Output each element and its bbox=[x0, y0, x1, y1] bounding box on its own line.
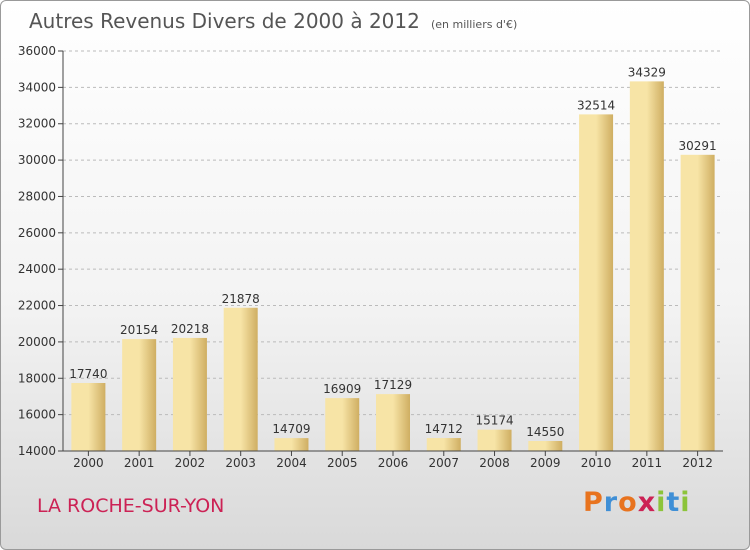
bar-value-label: 21878 bbox=[222, 292, 260, 306]
place-name: LA ROCHE-SUR-YON bbox=[37, 495, 225, 517]
bar-value-label: 34329 bbox=[628, 65, 666, 79]
brand-letter: x bbox=[637, 487, 657, 518]
bar-value-label: 15174 bbox=[475, 414, 513, 428]
y-tick-label: 32000 bbox=[18, 117, 56, 131]
bar-value-label: 14712 bbox=[425, 422, 463, 436]
bar bbox=[528, 441, 563, 451]
bar-value-label: 30291 bbox=[679, 139, 717, 153]
x-tick-label: 2005 bbox=[327, 456, 358, 470]
x-tick-label: 2010 bbox=[581, 456, 612, 470]
y-tick-label: 28000 bbox=[18, 189, 56, 203]
y-tick-label: 16000 bbox=[18, 408, 56, 422]
x-tick-label: 2006 bbox=[378, 456, 409, 470]
chart-title: Autres Revenus Divers de 2000 à 2012 bbox=[29, 9, 420, 33]
bar bbox=[426, 438, 461, 451]
x-tick-label: 2008 bbox=[479, 456, 510, 470]
bar bbox=[71, 383, 106, 451]
bar-value-label: 14709 bbox=[272, 422, 310, 436]
brand-letter: r bbox=[603, 487, 619, 518]
bar bbox=[629, 81, 664, 451]
y-tick-label: 34000 bbox=[18, 80, 56, 94]
bar-value-label: 16909 bbox=[323, 382, 361, 396]
x-tick-label: 2002 bbox=[175, 456, 206, 470]
chart-subtitle: (en milliers d'€) bbox=[430, 18, 518, 31]
x-tick-label: 2011 bbox=[632, 456, 663, 470]
bar bbox=[477, 429, 512, 451]
y-tick-label: 30000 bbox=[18, 153, 56, 167]
brand-letter: t bbox=[666, 487, 681, 518]
bar-value-label: 20154 bbox=[120, 323, 158, 337]
y-tick-label: 18000 bbox=[18, 371, 56, 385]
brand-letter: o bbox=[618, 487, 638, 518]
bar bbox=[274, 438, 309, 451]
y-tick-label: 36000 bbox=[18, 44, 56, 58]
brand-letter: i bbox=[680, 487, 691, 518]
bar bbox=[172, 337, 207, 451]
y-tick-label: 14000 bbox=[18, 444, 56, 458]
y-tick-label: 22000 bbox=[18, 299, 56, 313]
x-tick-label: 2004 bbox=[276, 456, 307, 470]
bar bbox=[579, 114, 614, 451]
y-tick-label: 26000 bbox=[18, 226, 56, 240]
chart-title-block: Autres Revenus Divers de 2000 à 2012 (en… bbox=[29, 9, 517, 33]
x-tick-label: 2003 bbox=[225, 456, 256, 470]
x-tick-label: 2007 bbox=[428, 456, 459, 470]
y-tick-label: 24000 bbox=[18, 262, 56, 276]
bar bbox=[376, 394, 410, 451]
bars bbox=[71, 81, 715, 452]
bar bbox=[122, 339, 157, 451]
x-tick-label: 2012 bbox=[682, 456, 713, 470]
x-tick-label: 2000 bbox=[73, 456, 104, 470]
bar-value-label: 17129 bbox=[374, 378, 412, 392]
y-tick-label: 20000 bbox=[18, 335, 56, 349]
bar-value-label: 14550 bbox=[526, 425, 564, 439]
x-tick-label: 2009 bbox=[530, 456, 561, 470]
grid-lines bbox=[63, 50, 723, 416]
bar bbox=[325, 398, 360, 451]
proxiti-logo[interactable]: Proxiti bbox=[583, 487, 691, 518]
bar bbox=[680, 154, 715, 452]
bar-value-label: 17740 bbox=[69, 367, 107, 381]
data-labels: 17740 20154 20218 21878 14709 16909 17129 14712… bbox=[69, 65, 716, 439]
x-tick-label: 2001 bbox=[124, 456, 155, 470]
bar-value-label: 32514 bbox=[577, 98, 615, 112]
bar-value-label: 20218 bbox=[171, 322, 209, 336]
brand-letter: P bbox=[583, 487, 604, 518]
bar bbox=[223, 307, 258, 451]
axes: 14000 16000 18000 20000 22000 24000 26000 28000… bbox=[18, 44, 723, 470]
brand-letter: i bbox=[656, 487, 667, 518]
